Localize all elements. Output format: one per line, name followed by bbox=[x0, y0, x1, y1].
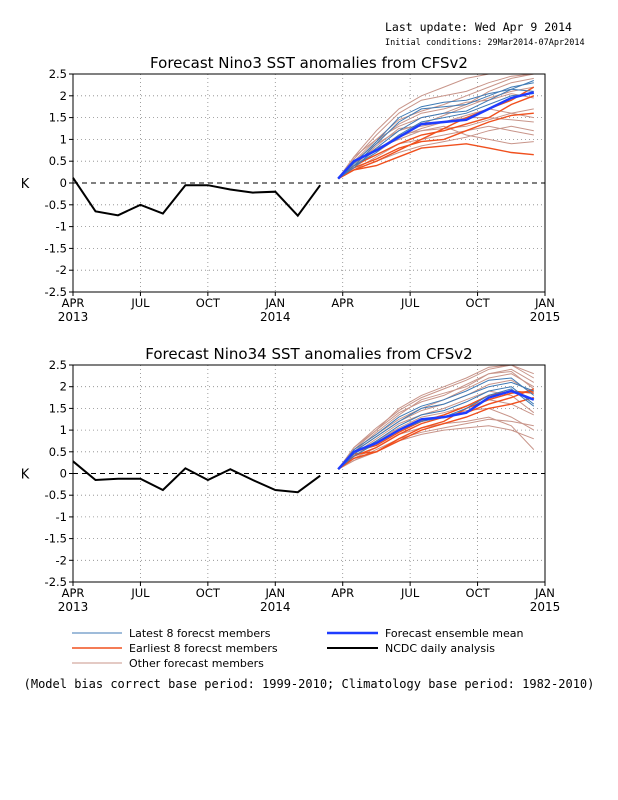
x-tick-year-label: 2013 bbox=[58, 310, 89, 324]
series-ncdc-analysis bbox=[72, 460, 321, 494]
initial-conditions-text: Initial conditions: 29Mar2014-07Apr2014 bbox=[385, 38, 585, 48]
y-tick-label: -0.5 bbox=[45, 198, 67, 212]
y-tick-label: 2.5 bbox=[49, 67, 67, 81]
series-ensemble-mean bbox=[337, 91, 535, 180]
y-tick-label: -2.5 bbox=[45, 575, 67, 589]
x-tick-label: JUL bbox=[400, 296, 420, 310]
series-other-member bbox=[337, 370, 535, 470]
legend-label-latest: Latest 8 forecst members bbox=[129, 627, 271, 640]
y-tick-label: 2.5 bbox=[49, 358, 67, 372]
legend-label-analysis: NCDC daily analysis bbox=[385, 642, 495, 655]
x-tick-label: APR bbox=[331, 296, 354, 310]
series-earliest-member bbox=[337, 95, 535, 180]
series-latest-member bbox=[337, 377, 535, 470]
chart-nino3: Forecast Nino3 SST anomalies from CFSv2 2… bbox=[21, 54, 561, 324]
series-ensemble-mean bbox=[337, 389, 535, 471]
chart-title: Forecast Nino34 SST anomalies from CFSv2 bbox=[145, 345, 472, 363]
x-tick-label: JAN bbox=[264, 586, 285, 600]
y-tick-label: 1 bbox=[60, 423, 67, 437]
y-tick-label: -2 bbox=[56, 553, 67, 567]
y-tick-label: -1 bbox=[56, 510, 67, 524]
y-tick-label: -2.5 bbox=[45, 285, 67, 299]
x-tick-label: APR bbox=[62, 586, 85, 600]
footnote: (Model bias correct base period: 1999-20… bbox=[23, 677, 595, 691]
x-tick-year-label: 2014 bbox=[260, 310, 291, 324]
series-latest-member bbox=[337, 88, 534, 179]
last-update-text: Last update: Wed Apr 9 2014 bbox=[385, 20, 572, 34]
series-latest-member bbox=[337, 381, 534, 470]
series-earliest-member bbox=[337, 396, 534, 470]
y-tick-label: 1 bbox=[60, 132, 67, 146]
x-tick-label: OCT bbox=[196, 586, 221, 600]
x-tick-year-label: 2015 bbox=[530, 600, 561, 614]
y-tick-label: 2 bbox=[60, 89, 67, 103]
y-axis-label: K bbox=[21, 177, 30, 192]
x-tick-label: OCT bbox=[196, 296, 221, 310]
y-axis-label: K bbox=[21, 468, 30, 483]
x-tick-label: APR bbox=[331, 586, 354, 600]
x-tick-label: OCT bbox=[466, 586, 491, 600]
x-tick-year-label: 2013 bbox=[58, 600, 89, 614]
series-other-member bbox=[337, 73, 534, 179]
y-tick-label: -1 bbox=[56, 220, 67, 234]
y-tick-label: -2 bbox=[56, 263, 67, 277]
y-tick-label: 1.5 bbox=[49, 401, 67, 415]
chart-title: Forecast Nino3 SST anomalies from CFSv2 bbox=[150, 54, 468, 72]
y-tick-label: -0.5 bbox=[45, 488, 67, 502]
series-other-member bbox=[337, 364, 534, 470]
series-latest-member bbox=[337, 93, 534, 179]
y-tick-label: -1.5 bbox=[45, 532, 67, 546]
series-earliest-member bbox=[337, 388, 535, 470]
x-tick-label: JUL bbox=[400, 586, 420, 600]
y-tick-label: 1.5 bbox=[49, 111, 67, 125]
y-tick-label: 2 bbox=[60, 380, 67, 394]
y-tick-label: 0.5 bbox=[49, 445, 67, 459]
x-tick-label: JAN bbox=[534, 586, 555, 600]
series-earliest-member bbox=[337, 390, 534, 470]
y-tick-label: 0.5 bbox=[49, 154, 67, 168]
legend-label-mean: Forecast ensemble mean bbox=[385, 627, 524, 640]
series-earliest-member bbox=[337, 143, 534, 180]
y-tick-label: -1.5 bbox=[45, 241, 67, 255]
series-ncdc-analysis bbox=[72, 177, 322, 218]
legend: Latest 8 forecst members Earliest 8 fore… bbox=[72, 627, 524, 670]
legend-label-other: Other forecast members bbox=[129, 657, 264, 670]
x-tick-label: JUL bbox=[130, 586, 150, 600]
legend-label-earliest: Earliest 8 forecst members bbox=[129, 642, 278, 655]
x-tick-label: JUL bbox=[130, 296, 150, 310]
x-tick-year-label: 2014 bbox=[260, 600, 291, 614]
series-earliest-member bbox=[337, 112, 534, 180]
series-latest-member bbox=[337, 80, 534, 180]
x-tick-label: JAN bbox=[534, 296, 555, 310]
y-tick-label: 0 bbox=[60, 467, 67, 481]
y-tick-label: 0 bbox=[60, 176, 67, 190]
x-tick-year-label: 2015 bbox=[530, 310, 561, 324]
series-other-member bbox=[337, 399, 535, 470]
series-other-member bbox=[337, 425, 534, 470]
chart-nino34: Forecast Nino34 SST anomalies from CFSv2… bbox=[21, 345, 561, 614]
x-tick-label: OCT bbox=[466, 296, 491, 310]
series-other-member bbox=[337, 364, 535, 470]
x-tick-label: JAN bbox=[264, 296, 285, 310]
x-tick-label: APR bbox=[62, 296, 85, 310]
